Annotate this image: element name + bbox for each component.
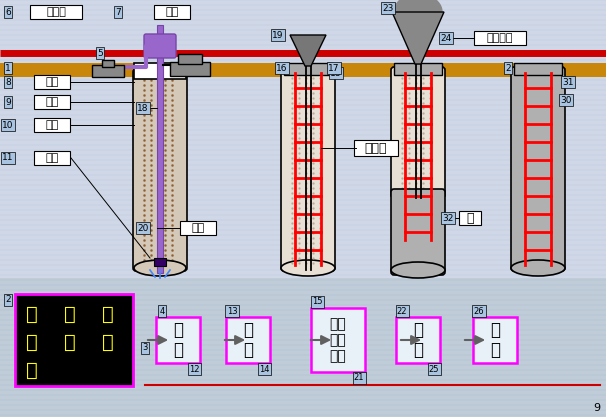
Text: 14: 14 — [259, 364, 269, 374]
Text: 泥浆泵: 泥浆泵 — [46, 7, 66, 17]
Bar — [154, 258, 166, 266]
Bar — [92, 65, 124, 77]
FancyBboxPatch shape — [156, 317, 200, 363]
Text: 22: 22 — [397, 306, 407, 316]
FancyBboxPatch shape — [511, 67, 565, 271]
Bar — [134, 63, 186, 79]
Text: 护筒: 护筒 — [45, 77, 59, 87]
Text: 钻杆: 钻杆 — [45, 97, 59, 107]
Text: 工: 工 — [102, 304, 114, 324]
Text: 法: 法 — [26, 361, 38, 379]
FancyBboxPatch shape — [34, 118, 70, 132]
Ellipse shape — [391, 262, 445, 278]
Bar — [394, 63, 442, 75]
Text: 13: 13 — [227, 306, 238, 316]
FancyBboxPatch shape — [34, 75, 70, 89]
Text: 9: 9 — [593, 403, 600, 413]
Text: 钻机: 钻机 — [165, 7, 179, 17]
Text: 23: 23 — [382, 3, 394, 13]
Bar — [170, 62, 210, 76]
Text: 程: 程 — [64, 332, 76, 352]
Text: 施: 施 — [64, 304, 76, 324]
FancyBboxPatch shape — [354, 140, 398, 156]
FancyBboxPatch shape — [459, 211, 481, 225]
Text: 1: 1 — [5, 63, 11, 73]
Text: 5: 5 — [97, 48, 103, 58]
Bar — [15, 294, 133, 386]
FancyBboxPatch shape — [226, 317, 270, 363]
Text: 25: 25 — [429, 364, 439, 374]
Text: 浇注漏斗: 浇注漏斗 — [487, 33, 513, 43]
Polygon shape — [394, 0, 442, 12]
Text: 湿: 湿 — [26, 304, 38, 324]
Ellipse shape — [134, 260, 186, 276]
Text: 9: 9 — [5, 98, 11, 106]
Text: 21: 21 — [354, 374, 364, 382]
Text: 10: 10 — [2, 121, 14, 130]
Text: 4: 4 — [159, 306, 165, 316]
FancyBboxPatch shape — [180, 221, 216, 235]
FancyBboxPatch shape — [133, 69, 187, 271]
Bar — [157, 25, 163, 273]
Text: 浇
筑: 浇 筑 — [413, 321, 423, 359]
Bar — [102, 60, 114, 67]
Bar — [0, 63, 606, 77]
FancyBboxPatch shape — [396, 317, 440, 363]
Text: 就
位: 就 位 — [173, 321, 183, 359]
Text: 放钢
导筋
管笼: 放钢 导筋 管笼 — [330, 317, 347, 363]
FancyBboxPatch shape — [34, 95, 70, 109]
Text: 7: 7 — [115, 8, 121, 17]
Polygon shape — [290, 35, 326, 66]
FancyBboxPatch shape — [311, 308, 365, 372]
Text: 24: 24 — [441, 33, 451, 43]
Text: 6: 6 — [5, 8, 11, 17]
Ellipse shape — [281, 260, 335, 276]
Text: 12: 12 — [188, 364, 199, 374]
FancyBboxPatch shape — [474, 31, 526, 45]
Text: 导管: 导管 — [191, 223, 205, 233]
Text: 26: 26 — [474, 306, 484, 316]
FancyBboxPatch shape — [391, 189, 445, 275]
FancyBboxPatch shape — [473, 317, 517, 363]
Text: 18: 18 — [330, 68, 342, 78]
Text: 序: 序 — [102, 332, 114, 352]
Text: 3: 3 — [142, 344, 148, 352]
Text: 30: 30 — [561, 95, 571, 105]
Text: 20: 20 — [138, 224, 148, 233]
Text: 成
型: 成 型 — [490, 321, 500, 359]
Text: 18: 18 — [137, 103, 148, 113]
Text: 17: 17 — [328, 63, 340, 73]
FancyBboxPatch shape — [154, 5, 190, 19]
FancyBboxPatch shape — [34, 151, 70, 165]
Text: 2: 2 — [505, 63, 511, 73]
Text: 32: 32 — [442, 214, 454, 223]
Text: 11: 11 — [2, 153, 14, 163]
FancyBboxPatch shape — [391, 67, 445, 198]
Text: 钢筋笼: 钢筋笼 — [365, 141, 387, 155]
Polygon shape — [392, 12, 444, 64]
Ellipse shape — [511, 260, 565, 276]
Text: 2: 2 — [5, 296, 11, 304]
Text: 19: 19 — [272, 30, 284, 40]
Bar — [0, 278, 606, 417]
Text: 31: 31 — [562, 78, 574, 86]
Text: 16: 16 — [276, 63, 288, 73]
Bar — [514, 63, 562, 75]
Bar — [284, 63, 332, 75]
FancyBboxPatch shape — [281, 67, 335, 271]
Text: 作: 作 — [26, 332, 38, 352]
Text: 泥浆: 泥浆 — [45, 120, 59, 130]
Text: 15: 15 — [311, 297, 322, 306]
Text: 钻头: 钻头 — [45, 153, 59, 163]
FancyBboxPatch shape — [30, 5, 82, 19]
Text: 砼: 砼 — [466, 211, 474, 224]
Text: 8: 8 — [5, 78, 11, 86]
Bar — [178, 54, 202, 64]
FancyBboxPatch shape — [144, 34, 176, 58]
Text: 成
孔: 成 孔 — [243, 321, 253, 359]
